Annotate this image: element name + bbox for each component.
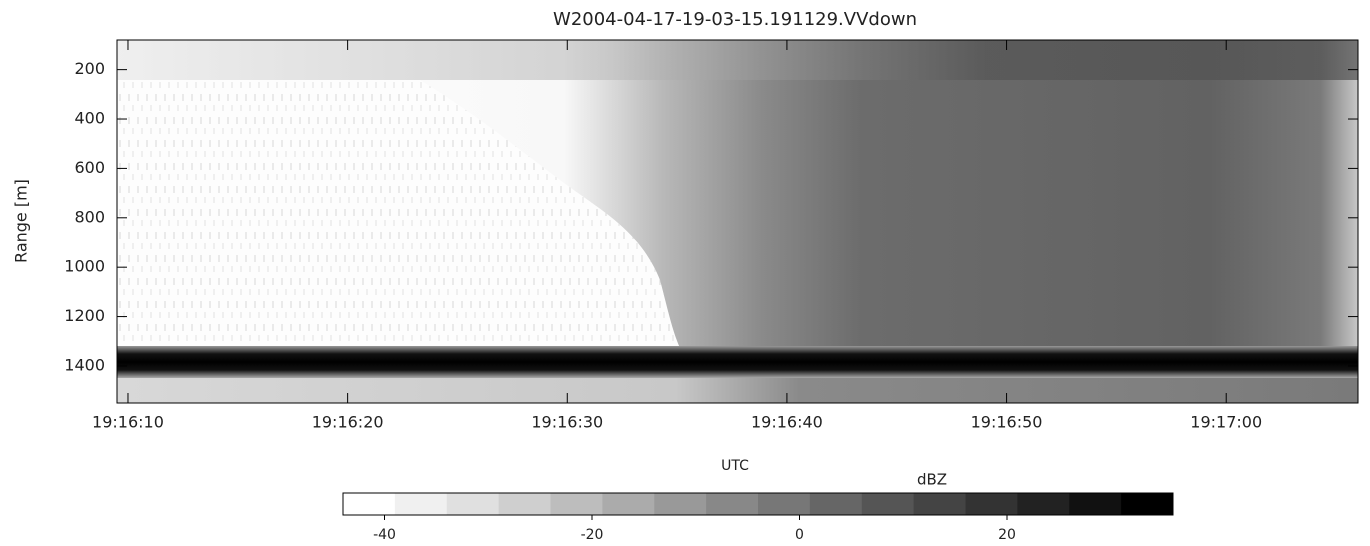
x-tick-label: 19:16:50 <box>971 413 1043 432</box>
colorbar-step <box>1121 493 1174 515</box>
plot-frame <box>116 39 1359 404</box>
colorbar-step <box>343 493 396 515</box>
colorbar-step <box>913 493 966 515</box>
x-tick-label: 19:16:20 <box>312 413 384 432</box>
colorbar-tick-label: 0 <box>795 527 804 543</box>
colorbar-label: dBZ <box>917 471 947 489</box>
colorbar-step <box>861 493 915 515</box>
x-tick-label: 19:16:30 <box>531 413 603 432</box>
colorbar-step <box>394 493 448 515</box>
y-tick-label: 600 <box>74 158 105 177</box>
colorbar-step <box>550 493 603 515</box>
colorbar-tick-label: -40 <box>373 527 396 543</box>
y-tick-label: 1000 <box>64 257 105 276</box>
colorbar-step <box>809 493 863 515</box>
y-tick-label: 1400 <box>64 355 105 374</box>
colorbar-step <box>758 493 811 515</box>
colorbar-step <box>498 493 551 515</box>
y-axis-label: Range [m] <box>12 179 31 263</box>
x-tick-label: 19:16:10 <box>92 413 164 432</box>
colorbar-tick-label: -20 <box>581 527 604 543</box>
y-tick-label: 400 <box>74 109 105 128</box>
x-tick-label: 19:16:40 <box>751 413 823 432</box>
chart-title: W2004-04-17-19-03-15.191129.VVdown <box>553 9 917 30</box>
colorbar-tick-label: 20 <box>998 527 1016 543</box>
colorbar-step <box>654 493 707 515</box>
colorbar-step <box>1069 493 1122 515</box>
x-axis-label: UTC <box>721 458 749 474</box>
y-tick-label: 800 <box>74 207 105 226</box>
colorbar-frame <box>342 492 1174 516</box>
colorbar-step <box>446 493 500 515</box>
colorbar-step <box>706 493 759 515</box>
colorbar-step <box>965 493 1018 515</box>
x-tick-label: 19:17:00 <box>1190 413 1262 432</box>
colorbar-step <box>602 493 655 515</box>
colorbar-step <box>1017 493 1070 515</box>
heatmap <box>117 40 1358 403</box>
y-tick-label: 1200 <box>64 306 105 325</box>
y-tick-label: 200 <box>74 59 105 78</box>
